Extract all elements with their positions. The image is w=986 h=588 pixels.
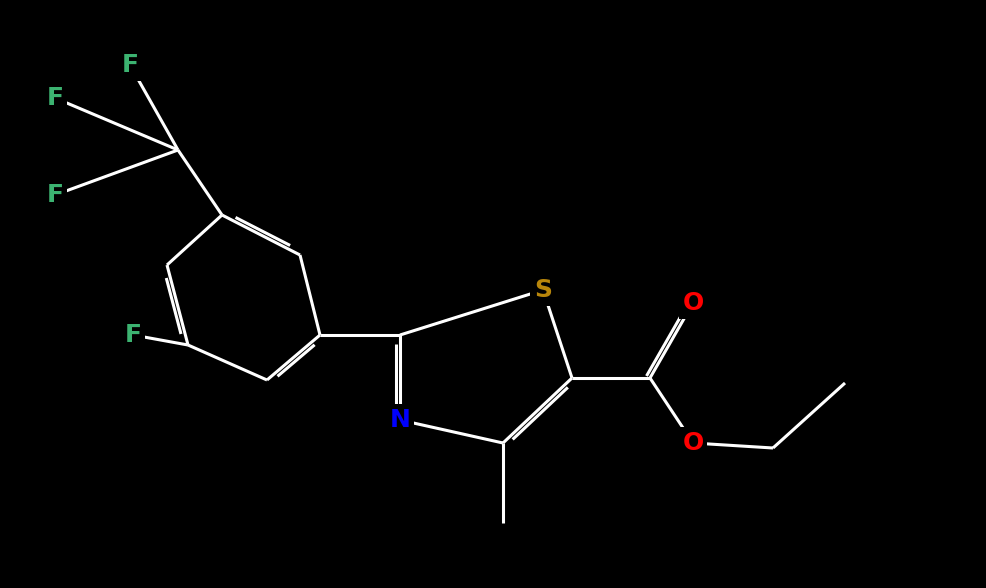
- Text: F: F: [121, 53, 138, 77]
- Text: N: N: [389, 408, 410, 432]
- Text: O: O: [681, 291, 703, 315]
- Text: F: F: [46, 86, 63, 110]
- Text: S: S: [533, 278, 551, 302]
- Text: F: F: [46, 183, 63, 207]
- Text: F: F: [124, 323, 141, 347]
- Text: O: O: [681, 431, 703, 455]
